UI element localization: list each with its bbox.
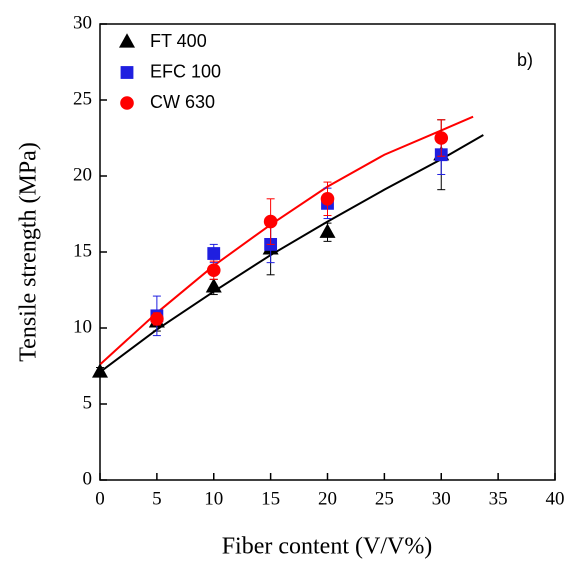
legend-label: FT 400 [150,31,207,51]
marker [150,312,164,326]
y-tick-label: 25 [73,88,92,109]
x-axis-title: Fiber content (V/V%) [222,534,433,560]
y-tick-label: 30 [73,12,92,33]
x-tick-label: 5 [152,488,162,509]
x-tick-label: 20 [318,488,337,509]
marker [92,363,108,378]
x-tick-label: 10 [204,488,223,509]
fit-line [99,134,484,373]
y-tick-label: 10 [73,316,92,337]
marker [206,263,221,278]
y-axis-title: Tensile strength (MPa) [16,142,42,362]
y-tick-label: 5 [83,392,93,413]
marker [207,247,221,260]
y-tick-label: 20 [73,164,92,185]
marker [320,192,335,206]
legend-marker [120,66,134,79]
y-tick-label: 0 [83,468,93,489]
fit-line [99,115,474,366]
x-tick-label: 25 [375,488,394,509]
x-tick-label: 0 [95,488,105,509]
legend-marker [119,33,135,48]
marker [263,214,278,229]
y-tick-label: 15 [73,240,92,261]
x-tick-label: 40 [546,488,565,509]
legend-label: CW 630 [150,92,215,112]
marker [319,223,336,238]
marker [205,278,222,293]
x-tick-label: 35 [489,488,508,509]
annotation: b) [517,50,533,70]
legend-label: EFC 100 [150,61,221,81]
legend-marker [120,96,134,110]
x-tick-label: 15 [261,488,280,509]
x-tick-label: 30 [432,488,451,509]
marker [434,131,449,145]
